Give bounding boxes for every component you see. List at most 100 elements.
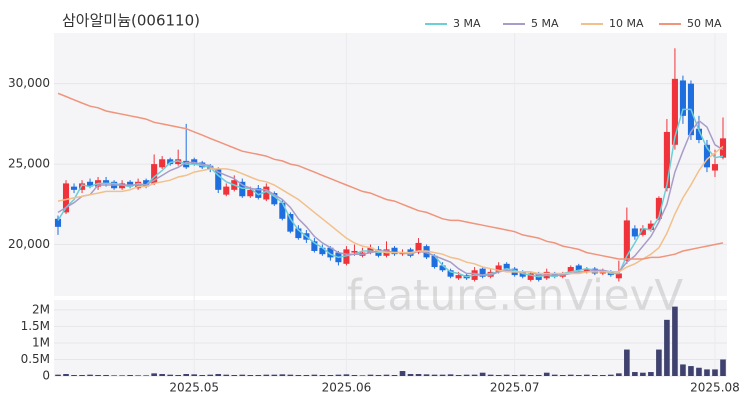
candle-body bbox=[223, 186, 230, 195]
candle-body bbox=[415, 242, 422, 253]
ma-line bbox=[57, 145, 724, 275]
volume-bar bbox=[423, 374, 430, 376]
chart-title: 삼아알미늄(006110) bbox=[62, 12, 200, 30]
volume-bar bbox=[95, 375, 101, 376]
candle-body bbox=[151, 164, 158, 184]
volume-bar bbox=[335, 374, 342, 376]
y-tick-label: 20,000 bbox=[8, 237, 50, 251]
y-tick-label: 30,000 bbox=[8, 76, 50, 90]
legend-label: 50 MA bbox=[687, 17, 722, 30]
volume-bar bbox=[295, 375, 302, 376]
candle-body bbox=[663, 131, 670, 189]
candle-body bbox=[647, 223, 654, 231]
volume-bar bbox=[87, 374, 93, 376]
candle-body bbox=[199, 162, 206, 168]
candle-body bbox=[327, 247, 334, 258]
candle-body bbox=[351, 250, 358, 253]
candle-body bbox=[279, 202, 286, 219]
volume-bar bbox=[351, 375, 358, 376]
x-tick-label: 2025.06 bbox=[322, 381, 372, 395]
volume-tick-label: 0.5M bbox=[21, 352, 50, 366]
volume-bar bbox=[239, 374, 246, 376]
candle-body bbox=[679, 80, 686, 116]
volume-bar bbox=[447, 374, 454, 376]
volume-bar bbox=[79, 375, 85, 376]
candle-body bbox=[255, 188, 262, 198]
candle-body bbox=[695, 128, 703, 140]
volume-bar bbox=[303, 375, 310, 376]
candle-body bbox=[711, 164, 719, 171]
volume-bar bbox=[648, 372, 654, 376]
candle-body bbox=[399, 252, 406, 255]
candle-body bbox=[431, 255, 438, 268]
legend-label: 5 MA bbox=[531, 17, 559, 30]
y-tick-label: 25,000 bbox=[8, 157, 50, 171]
volume-bar bbox=[720, 359, 726, 376]
volume-bar bbox=[712, 369, 718, 376]
volume-bar bbox=[103, 375, 109, 376]
candle-body bbox=[615, 273, 622, 279]
volume-bar bbox=[375, 375, 382, 376]
volume-bar bbox=[632, 372, 638, 376]
volume-bar bbox=[471, 374, 478, 376]
volume-bar bbox=[511, 375, 518, 376]
volume-bar bbox=[55, 374, 61, 376]
volume-bar bbox=[143, 375, 149, 376]
volume-bar bbox=[151, 373, 157, 376]
volume-bar bbox=[559, 375, 566, 376]
volume-bar bbox=[591, 375, 598, 376]
volume-bar bbox=[672, 306, 678, 376]
volume-bar bbox=[271, 374, 278, 376]
legend-label: 3 MA bbox=[453, 17, 481, 30]
volume-bar bbox=[367, 374, 374, 376]
x-tick-label: 2025.08 bbox=[690, 381, 740, 395]
candle-body bbox=[143, 180, 150, 187]
volume-bar bbox=[600, 375, 606, 376]
candle-body bbox=[391, 247, 398, 255]
volume-bar bbox=[527, 375, 534, 376]
candle-body bbox=[127, 181, 134, 187]
candle-body bbox=[167, 159, 174, 165]
candle-body bbox=[583, 268, 590, 272]
volume-bar bbox=[495, 375, 502, 376]
volume-bar bbox=[343, 374, 350, 376]
volume-bar bbox=[535, 375, 542, 376]
volume-panel bbox=[54, 300, 727, 376]
volume-bar bbox=[135, 375, 141, 376]
candle-body bbox=[455, 275, 462, 279]
volume-bar bbox=[487, 374, 494, 376]
volume-bar bbox=[696, 367, 702, 376]
candle-body bbox=[319, 247, 326, 255]
volume-bar bbox=[439, 374, 446, 376]
ma-line bbox=[57, 92, 724, 260]
x-tick-label: 2025.05 bbox=[169, 381, 219, 395]
candle-body bbox=[567, 267, 574, 272]
candle-body bbox=[70, 186, 78, 190]
volume-bar bbox=[656, 349, 662, 376]
volume-bar bbox=[183, 374, 190, 376]
candle-body bbox=[54, 218, 62, 227]
candle-body bbox=[215, 168, 222, 190]
candle-body bbox=[439, 265, 446, 271]
volume-bar bbox=[111, 375, 117, 376]
volume-bar bbox=[383, 374, 390, 376]
candle-body bbox=[287, 213, 294, 232]
candle-body bbox=[519, 271, 526, 277]
volume-bar bbox=[551, 374, 558, 376]
candle-body bbox=[271, 193, 278, 205]
candle-body bbox=[623, 220, 630, 261]
volume-bar bbox=[119, 375, 125, 376]
volume-bar bbox=[207, 374, 214, 376]
watermark: feature.enVievV bbox=[347, 271, 684, 320]
candle-body bbox=[311, 241, 318, 251]
volume-bar bbox=[175, 375, 181, 376]
grid bbox=[54, 33, 727, 377]
volume-bar bbox=[159, 374, 165, 376]
volume-tick-label: 1M bbox=[32, 335, 50, 349]
volume-bar bbox=[223, 374, 230, 376]
volume-bar bbox=[680, 364, 686, 376]
volume-bar bbox=[664, 319, 670, 376]
candle-body bbox=[103, 180, 110, 184]
volume-bar bbox=[255, 375, 262, 376]
